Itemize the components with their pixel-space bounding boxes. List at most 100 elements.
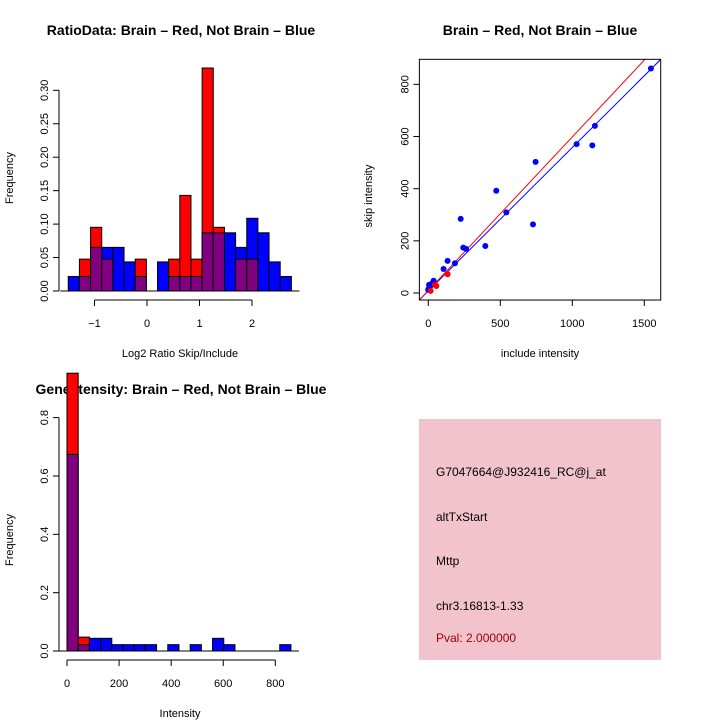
ratio-histogram-y-tick-label: 0.00 [39, 280, 51, 301]
event-type: altTxStart [436, 510, 488, 524]
scatter-y-tick-label: 400 [399, 180, 411, 198]
gene-histogram-x-tick-label: 200 [110, 678, 128, 690]
ratio-histogram-y-tick-label: 0.30 [39, 80, 51, 101]
gene-name: Mttp [436, 554, 460, 568]
scatter-x-tick-label: 0 [425, 318, 431, 330]
point-red [427, 287, 434, 294]
scatter-x-tick-label: 1000 [560, 318, 584, 330]
point-blue [463, 245, 470, 252]
gene-histogram-bar-not-brain [100, 637, 113, 652]
ratio-histogram-ylabel: Frequency [4, 152, 16, 204]
scatter-ylabel: skip intensity [363, 164, 375, 227]
probe-id: G7047664@J932416_RC@j_at [436, 465, 606, 479]
scatter-y-tick-label: 600 [399, 127, 411, 145]
ratio-histogram-bar-not-brain [279, 275, 292, 292]
gene-histogram-x-tick-label: 800 [266, 678, 284, 690]
ratio-histogram-x-tick-label: 2 [249, 318, 255, 330]
point-blue [451, 260, 458, 267]
ratio-histogram-title: RatioData: Brain – Red, Not Brain – Blue [47, 22, 316, 38]
ratio-histogram-bar-overlap [179, 275, 192, 292]
point-blue [573, 141, 580, 148]
ratio-histogram-xlabel: Log2 Ratio Skip/Include [122, 348, 238, 360]
ratio-histogram-bar-not-brain [112, 246, 125, 292]
scatter-y-tick-label: 0 [399, 290, 411, 296]
gene-histogram-bar-not-brain [279, 644, 292, 652]
scatter-y-tick-label: 200 [399, 232, 411, 250]
point-blue [440, 266, 447, 273]
point-blue [589, 142, 596, 149]
point-blue [591, 122, 598, 129]
gene-histogram-bar-not-brain [223, 644, 236, 652]
ratio-histogram-bar-overlap [101, 258, 114, 292]
ratio-histogram-bar-overlap [190, 275, 203, 292]
point-blue [529, 221, 536, 228]
gene-histogram-y-tick-label: 0.8 [39, 410, 51, 425]
fit-line-red [419, 59, 646, 301]
gene-histogram-bar-not-brain [189, 644, 202, 652]
ratio-histogram-x-tick-label: −1 [88, 318, 101, 330]
fit-line-blue [419, 59, 661, 301]
ratio-histogram-y-tick-label: 0.15 [39, 180, 51, 201]
ratio-histogram-bar-overlap [246, 258, 259, 292]
gene-histogram-x-tick-label: 400 [162, 678, 180, 690]
gene-histogram-bar-not-brain [212, 637, 225, 652]
gene-histogram-bar-not-brain [144, 644, 158, 652]
gene-histogram-bar-not-brain [88, 637, 102, 652]
ratio-histogram-x-tick-label: 0 [144, 318, 150, 330]
gene-histogram-ylabel: Frequency [4, 514, 16, 566]
scatter-xlabel: include intensity [501, 348, 580, 360]
gene-histogram-x-tick-label: 600 [214, 678, 232, 690]
ratio-histogram-y-tick-label: 0.05 [39, 247, 51, 268]
info-panel-background [419, 419, 661, 660]
gene-histogram-x-tick-label: 0 [64, 678, 70, 690]
point-blue [647, 65, 654, 72]
ratio-histogram-bar-overlap [168, 275, 181, 292]
gene-histogram-bar-not-brain [111, 644, 124, 652]
ratio-histogram-bar-overlap [235, 258, 248, 292]
ratio-histogram-bar-overlap [78, 275, 92, 292]
scatter-x-tick-label: 500 [491, 318, 509, 330]
point-blue [493, 187, 500, 194]
genomic-location: chr3.16813-1.33 [436, 599, 524, 613]
ratio-histogram-y-tick-label: 0.25 [39, 113, 51, 134]
gene-histogram-bar-not-brain [122, 644, 135, 652]
ratio-histogram-x-tick-label: 1 [196, 318, 202, 330]
ratio-histogram-bar-not-brain [268, 261, 281, 292]
gene-histogram-bar-overlap [77, 644, 90, 652]
intensity-scatter: Brain – Red, Not Brain – Blue include in… [363, 22, 662, 360]
point-red [431, 281, 438, 288]
ratio-histogram-bar-not-brain [123, 261, 136, 292]
gene-histogram-bar-not-brain [133, 644, 146, 652]
ratio-histogram-y-tick-label: 0.10 [39, 213, 51, 234]
pval-text: Pval: 2.000000 [436, 631, 516, 645]
gene-histogram-bar-overlap [66, 453, 79, 652]
ratio-histogram-y-tick-label: 0.20 [39, 146, 51, 167]
point-blue [503, 209, 510, 216]
gene-histogram-y-tick-label: 0.0 [39, 643, 51, 658]
gene-histogram-y-tick-label: 0.2 [39, 585, 51, 600]
point-blue [532, 158, 539, 165]
point-blue [457, 215, 464, 222]
ratio-histogram-bar-not-brain [157, 261, 170, 292]
point-blue [444, 257, 451, 264]
gene-histogram-bar-not-brain [167, 644, 180, 652]
ratio-histogram-bar-not-brain [223, 232, 237, 292]
point-blue [482, 243, 489, 250]
ratio-histogram-bar-overlap [201, 232, 214, 292]
info-panel: G7047664@J932416_RC@j_at altTxStart Mttp… [419, 419, 661, 660]
ratio-histogram: RatioData: Brain – Red, Not Brain – Blue… [4, 22, 315, 360]
ratio-histogram-bar-overlap [90, 246, 103, 292]
ratio-histogram-bar-not-brain [257, 232, 270, 292]
point-red [444, 271, 451, 278]
gene-histogram-title: Gene Itensity: Brain – Red, Not Brain – … [36, 381, 327, 397]
scatter-y-tick-label: 800 [399, 75, 411, 93]
ratio-histogram-bar-not-brain [67, 275, 80, 292]
gene-histogram-xlabel: Intensity [160, 708, 201, 720]
gene-intensity-histogram: Gene Itensity: Brain – Red, Not Brain – … [4, 372, 327, 720]
gene-histogram-y-tick-label: 0.6 [39, 468, 51, 483]
scatter-title: Brain – Red, Not Brain – Blue [443, 22, 638, 38]
ratio-histogram-bar-overlap [134, 275, 147, 292]
ratio-histogram-bar-overlap [212, 232, 225, 292]
scatter-x-tick-label: 1500 [632, 318, 656, 330]
